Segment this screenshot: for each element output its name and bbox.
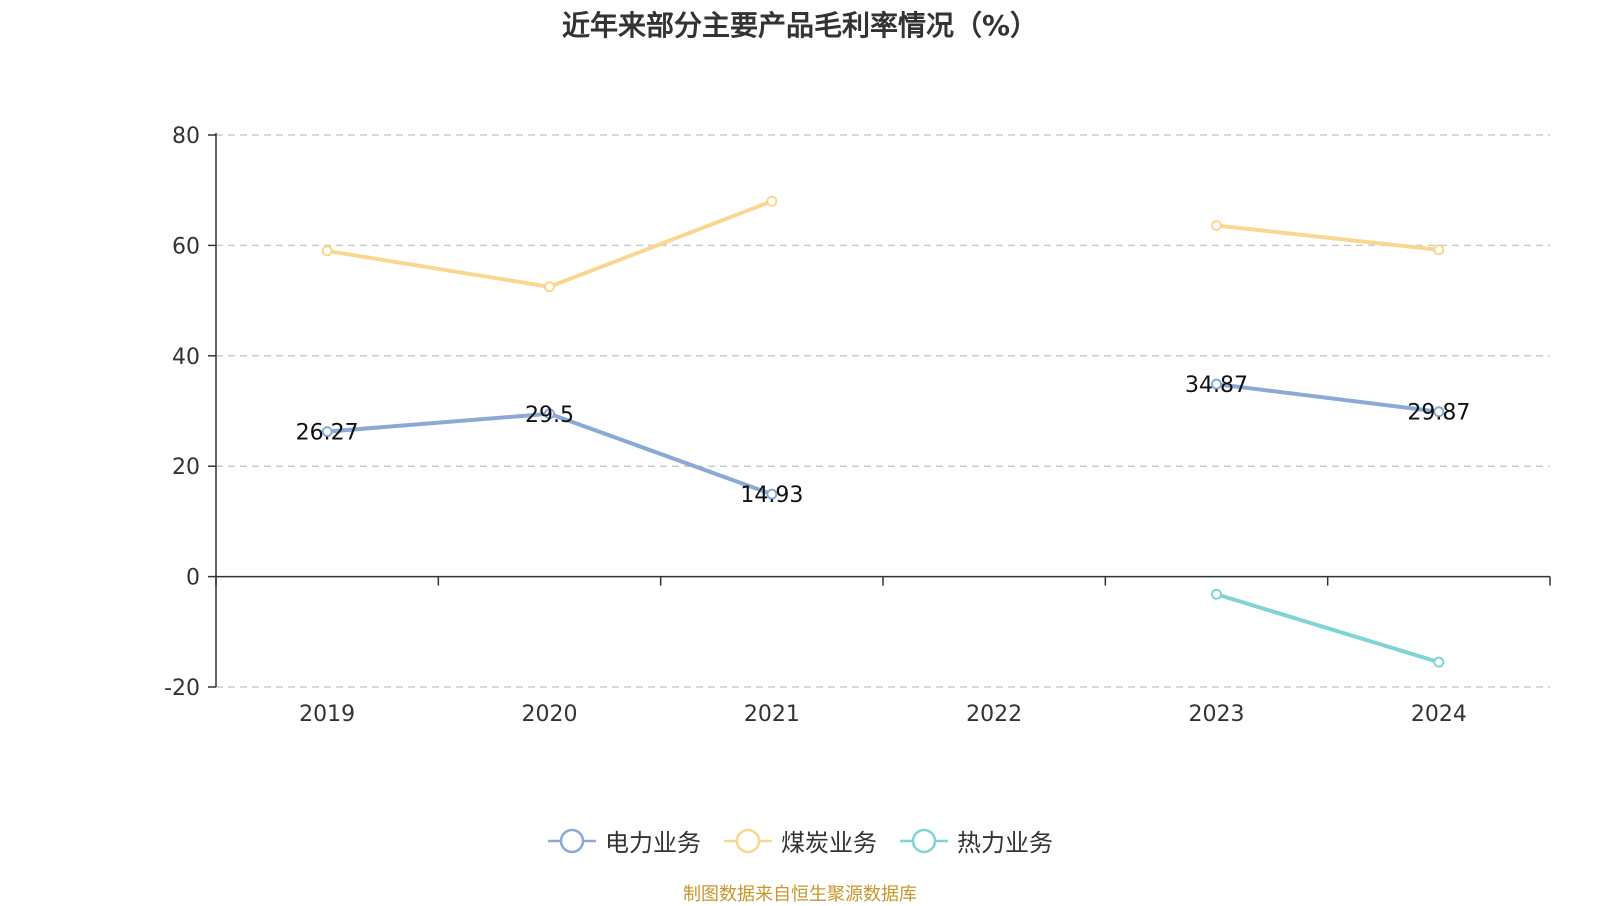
legend-swatch-circle	[735, 828, 761, 853]
legend-swatch-icon	[724, 828, 772, 853]
legend-label: 电力业务	[605, 829, 701, 857]
y-tick-label: 40	[172, 345, 200, 370]
legend-label: 热力业务	[957, 829, 1053, 857]
data-point	[544, 408, 555, 420]
legend-label: 煤炭业务	[781, 829, 877, 857]
y-tick-label: 0	[186, 566, 200, 591]
series-line	[325, 199, 774, 289]
chart-title: 近年来部分主要产品毛利率情况（%）	[561, 9, 1039, 42]
data-label: 34.87	[1185, 373, 1248, 398]
legend-swatch-circle	[911, 828, 937, 853]
y-tick-label: 20	[172, 455, 200, 480]
source-note: 制图数据来自恒生聚源数据库	[683, 884, 917, 905]
data-point	[1211, 378, 1222, 390]
x-tick-label: 2019	[299, 702, 355, 727]
legend-item[interactable]: 煤炭业务	[723, 823, 877, 858]
data-label: 29.5	[525, 403, 574, 428]
legend: 电力业务 煤炭业务 热力业务	[0, 823, 1600, 858]
data-point	[1433, 406, 1445, 418]
y-tick-label: 80	[172, 124, 200, 149]
data-point	[321, 426, 333, 438]
series-line	[1214, 223, 1441, 252]
series-2	[1211, 588, 1445, 668]
legend-item[interactable]: 热力业务	[899, 823, 1053, 858]
x-tick-label: 2022	[966, 702, 1022, 727]
series-line	[1214, 592, 1441, 665]
x-tick-label: 2023	[1189, 702, 1245, 727]
legend-swatch-icon	[548, 828, 596, 853]
grid-lines	[216, 134, 1550, 688]
data-label: 26.27	[296, 421, 359, 446]
data-point	[1211, 588, 1222, 600]
series-0	[321, 378, 1445, 500]
data-point	[1211, 220, 1222, 232]
legend-swatch-icon	[900, 828, 948, 853]
x-tick-label: 2020	[522, 702, 578, 727]
data-point	[1433, 244, 1445, 256]
data-point	[766, 195, 778, 207]
data-point	[766, 488, 778, 500]
y-tick-label: -20	[164, 676, 200, 701]
data-label: 14.93	[740, 483, 803, 508]
data-point	[1433, 656, 1445, 668]
data-point	[544, 281, 555, 293]
y-tick-label: 60	[172, 234, 200, 259]
series-line	[1214, 382, 1441, 414]
series-1	[321, 195, 1445, 293]
axes: 80 60 40 20 0 -20 2019 2020 2021 2022 2023 2024	[164, 124, 1551, 727]
x-tick-label: 2024	[1411, 702, 1467, 727]
series-lines	[321, 195, 1445, 668]
data-labels: 26.27 29.5 14.93 34.87 29.87	[296, 373, 1471, 508]
x-tick-label: 2021	[744, 702, 800, 727]
data-point	[321, 245, 333, 257]
legend-swatch-circle	[559, 828, 585, 853]
legend-item[interactable]: 电力业务	[547, 823, 701, 858]
data-label: 29.87	[1407, 401, 1470, 426]
